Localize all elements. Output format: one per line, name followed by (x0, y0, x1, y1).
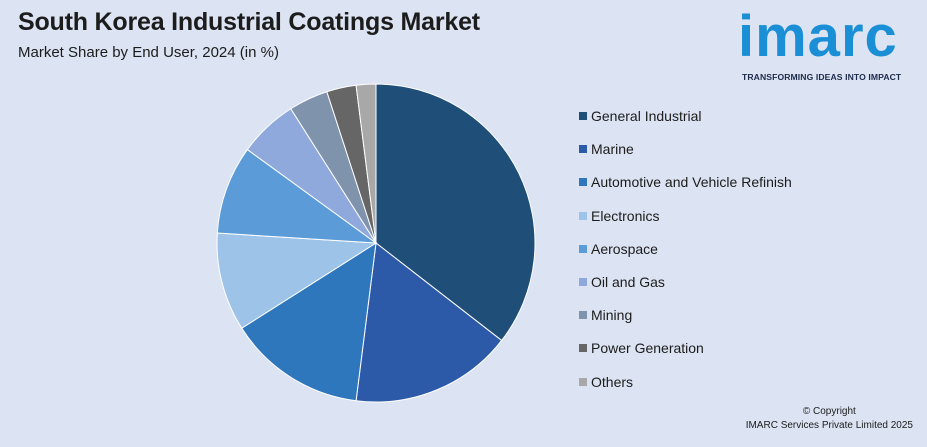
logo-wordmark: imarc (738, 4, 898, 69)
legend-label: Electronics (591, 207, 660, 224)
legend-swatch (579, 311, 587, 320)
legend-label: Marine (591, 141, 634, 158)
chart-subtitle: Market Share by End User, 2024 (in %) (18, 44, 279, 61)
legend-swatch (579, 277, 587, 286)
legend-label: General Industrial (591, 108, 702, 124)
legend-label: Automotive and Vehicle Refinish (591, 174, 792, 191)
legend-label: Others (591, 373, 634, 390)
pie-slice-marine (355, 242, 503, 403)
legend-item: Electronics (579, 206, 792, 226)
legend-label: Aerospace (591, 240, 658, 257)
imarc-logo: imarc TRANSFORMING IDEAS INTO IMPACT (738, 4, 920, 86)
legend-swatch (579, 344, 587, 353)
chart-title: South Korea Industrial Coatings Market (18, 8, 480, 36)
chart-legend: General Industrial Marine Automotive and V… (579, 106, 792, 405)
legend-swatch (579, 211, 587, 220)
legend-swatch (579, 145, 587, 154)
copyright-line-1: © Copyright (802, 406, 856, 417)
legend-item: General Industrial (579, 106, 792, 126)
copyright-line-2: IMARC Services Private Limited 2025 (745, 420, 913, 431)
legend-swatch (579, 377, 587, 386)
legend-item: Aerospace (579, 239, 792, 259)
legend-item: Oil and Gas (579, 272, 792, 292)
legend-label: Oil and Gas (591, 273, 665, 290)
legend-swatch (579, 244, 587, 253)
legend-item: Mining (579, 305, 792, 325)
legend-label: Mining (591, 307, 633, 324)
legend-label: Power Generation (591, 340, 704, 357)
legend-swatch (579, 112, 587, 120)
pie-slice-others (355, 83, 377, 244)
legend-item: Marine (579, 139, 792, 159)
legend-swatch (579, 178, 587, 187)
pie-chart (216, 83, 536, 403)
pie-slice-automotive-and-vehicle-refinish (241, 242, 377, 402)
pie-slice-general-industrial (375, 83, 536, 342)
logo-tagline: TRANSFORMING IDEAS INTO IMPACT (742, 72, 902, 82)
pie-slice-electronics (216, 232, 378, 329)
legend-item: Power Generation (579, 338, 792, 358)
pie-slice-aerospace (216, 148, 378, 244)
copyright-notice: © Copyright IMARC Services Private Limit… (746, 405, 913, 433)
legend-item: Others (579, 372, 792, 392)
legend-item: Automotive and Vehicle Refinish (579, 172, 792, 192)
